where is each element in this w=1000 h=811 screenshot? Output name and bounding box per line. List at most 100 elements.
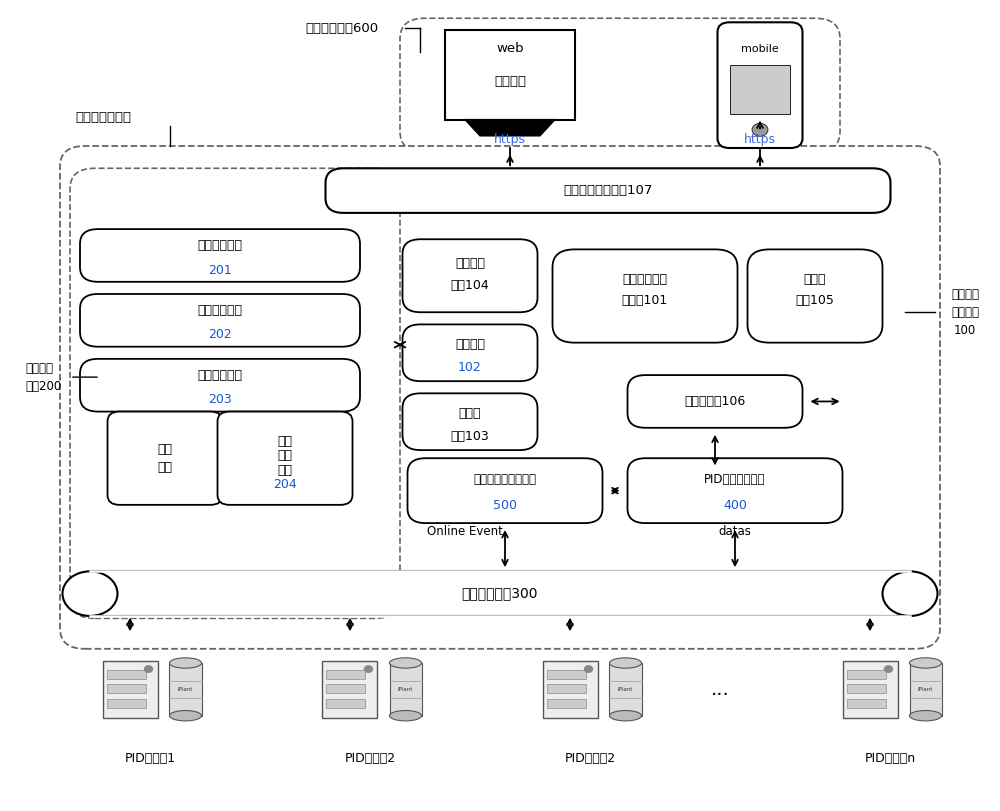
Polygon shape (169, 663, 202, 716)
Ellipse shape (883, 571, 938, 616)
Ellipse shape (910, 658, 942, 668)
FancyBboxPatch shape (322, 661, 377, 718)
FancyBboxPatch shape (107, 670, 146, 679)
Ellipse shape (910, 710, 942, 721)
Text: 任务调: 任务调 (459, 407, 481, 420)
Text: 组态: 组态 (278, 436, 292, 448)
FancyBboxPatch shape (542, 661, 598, 718)
FancyBboxPatch shape (730, 65, 790, 114)
Text: 析模块101: 析模块101 (622, 294, 668, 307)
Text: 单元104: 单元104 (451, 279, 489, 292)
Text: 计划任务: 计划任务 (455, 257, 485, 270)
Text: 数据通讯组件300: 数据通讯组件300 (462, 586, 538, 601)
FancyBboxPatch shape (747, 250, 883, 342)
Text: 组态
文件: 组态 文件 (158, 443, 173, 474)
FancyBboxPatch shape (400, 18, 840, 152)
Polygon shape (609, 663, 642, 716)
FancyBboxPatch shape (718, 22, 802, 148)
FancyBboxPatch shape (402, 239, 538, 312)
Text: ...: ... (711, 680, 729, 699)
Polygon shape (465, 119, 555, 135)
Text: PID工作站n: PID工作站n (864, 752, 916, 765)
Text: 计算引擎: 计算引擎 (455, 338, 485, 351)
Polygon shape (390, 663, 422, 716)
Text: iPlant: iPlant (918, 687, 933, 692)
FancyBboxPatch shape (445, 30, 575, 119)
Text: https: https (744, 133, 776, 146)
FancyBboxPatch shape (108, 411, 223, 504)
Text: 上级应用系统600: 上级应用系统600 (305, 22, 378, 35)
Circle shape (144, 666, 152, 672)
FancyBboxPatch shape (402, 324, 538, 381)
Text: Online Event: Online Event (427, 525, 503, 538)
FancyBboxPatch shape (628, 375, 802, 427)
Text: 据库105: 据库105 (796, 294, 834, 307)
Text: datas: datas (719, 525, 751, 538)
Ellipse shape (610, 658, 642, 668)
FancyBboxPatch shape (326, 670, 365, 679)
Text: PID工作站2: PID工作站2 (344, 752, 396, 765)
Text: 工作站上线管理模块: 工作站上线管理模块 (474, 473, 536, 486)
Text: 102: 102 (458, 361, 482, 374)
FancyBboxPatch shape (60, 146, 940, 649)
FancyBboxPatch shape (80, 358, 360, 411)
Text: 权限管理单元: 权限管理单元 (198, 369, 242, 382)
FancyBboxPatch shape (842, 661, 898, 718)
FancyBboxPatch shape (326, 168, 891, 212)
Text: 数据访问器106: 数据访问器106 (684, 395, 746, 408)
Text: 度器103: 度器103 (451, 430, 489, 443)
FancyBboxPatch shape (846, 684, 886, 693)
Ellipse shape (170, 658, 202, 668)
Text: mobile: mobile (741, 44, 779, 54)
FancyBboxPatch shape (326, 684, 365, 693)
Ellipse shape (390, 658, 422, 668)
Text: 202: 202 (208, 328, 232, 341)
FancyBboxPatch shape (217, 411, 352, 504)
Circle shape (885, 666, 893, 672)
FancyBboxPatch shape (846, 699, 886, 708)
Text: iPlant: iPlant (178, 687, 193, 692)
FancyBboxPatch shape (546, 684, 586, 693)
Text: 400: 400 (723, 499, 747, 512)
FancyBboxPatch shape (90, 571, 910, 616)
Text: PID工作站访问器: PID工作站访问器 (704, 473, 766, 486)
Text: 全厂监控服务接口107: 全厂监控服务接口107 (563, 184, 653, 197)
Ellipse shape (170, 710, 202, 721)
Text: 管理: 管理 (278, 449, 292, 462)
Text: 单元: 单元 (278, 464, 292, 477)
Circle shape (752, 123, 768, 136)
Text: 组态软件
模块200: 组态软件 模块200 (25, 362, 61, 393)
FancyBboxPatch shape (70, 169, 400, 618)
Text: web: web (496, 42, 524, 55)
FancyBboxPatch shape (80, 294, 360, 347)
FancyBboxPatch shape (552, 250, 738, 342)
Text: 全厂监控服务器: 全厂监控服务器 (75, 111, 131, 124)
Text: 203: 203 (208, 393, 232, 406)
FancyBboxPatch shape (80, 229, 360, 282)
Circle shape (584, 666, 592, 672)
Circle shape (364, 666, 372, 672)
Text: 204: 204 (273, 478, 297, 491)
FancyBboxPatch shape (546, 699, 586, 708)
Polygon shape (910, 663, 942, 716)
Ellipse shape (610, 710, 642, 721)
FancyBboxPatch shape (107, 699, 146, 708)
Text: 大屏监控: 大屏监控 (494, 75, 526, 88)
Text: 节点管理单元: 节点管理单元 (198, 304, 242, 317)
FancyBboxPatch shape (628, 458, 842, 523)
FancyBboxPatch shape (326, 699, 365, 708)
Text: iPlant: iPlant (398, 687, 413, 692)
FancyBboxPatch shape (546, 670, 586, 679)
Text: 全厂评估与分: 全厂评估与分 (622, 273, 668, 286)
Text: PID工作站2: PID工作站2 (564, 752, 616, 765)
Text: 201: 201 (208, 264, 232, 277)
FancyBboxPatch shape (408, 458, 602, 523)
FancyBboxPatch shape (402, 393, 538, 450)
Text: 关系数: 关系数 (804, 273, 826, 286)
Text: 分组管理单元: 分组管理单元 (198, 239, 242, 252)
Text: PID工作站1: PID工作站1 (124, 752, 176, 765)
FancyBboxPatch shape (103, 661, 158, 718)
Ellipse shape (390, 710, 422, 721)
Text: 500: 500 (493, 499, 517, 512)
FancyBboxPatch shape (846, 670, 886, 679)
